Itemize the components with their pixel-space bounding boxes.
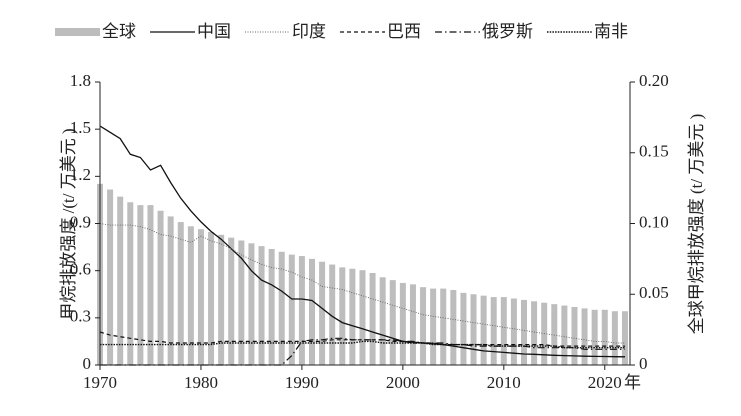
bar (339, 267, 346, 365)
y-tick-label: 0.6 (70, 260, 91, 279)
y-tick-label: 1.2 (70, 165, 91, 184)
bar (288, 254, 295, 365)
y2-tick-label: 0.10 (639, 212, 669, 231)
legend-label: 全球 (102, 22, 136, 42)
y2-tick-label: 0.15 (639, 142, 669, 161)
line (99, 223, 625, 344)
bar (218, 234, 225, 365)
bar (399, 282, 406, 365)
y2-tick-label: 0 (639, 354, 648, 373)
bar (117, 196, 124, 365)
bar (409, 284, 416, 365)
bar (258, 246, 265, 365)
x-tick-label: 1990 (285, 373, 319, 392)
legend-label: 印度 (292, 22, 326, 42)
bar (127, 202, 134, 365)
y2-axis-label: 全球甲烷排放强度 (t/ 万美元 ) (687, 114, 706, 335)
bar (480, 295, 487, 365)
y-tick-label: 1.8 (70, 71, 91, 90)
bar (147, 205, 154, 365)
y-tick-label: 0.9 (70, 212, 91, 231)
bar (500, 297, 507, 365)
x-tick-label: 2020 (588, 373, 622, 392)
legend-label: 俄罗斯 (482, 22, 533, 42)
bar (197, 229, 204, 365)
bar (329, 264, 336, 365)
bar (187, 226, 194, 365)
line (99, 125, 626, 358)
y2-tick-label: 0.05 (639, 283, 669, 302)
bar (379, 277, 386, 365)
bar (359, 270, 366, 365)
legend-swatch (55, 28, 100, 36)
bar (228, 237, 235, 365)
y-tick-label: 1.5 (70, 118, 91, 137)
bar (349, 268, 356, 365)
bar (460, 292, 467, 365)
y-tick-label: 0.3 (70, 307, 91, 326)
bar (591, 309, 598, 365)
bar (278, 251, 285, 365)
bar (450, 290, 457, 365)
y2-tick-label: 0.20 (639, 71, 669, 90)
legend-label: 南非 (594, 22, 628, 42)
x-tick-label: 2000 (386, 373, 420, 392)
x-tick-label: 1980 (184, 373, 218, 392)
bar (490, 297, 497, 365)
y-tick-label: 0 (83, 354, 92, 373)
bar (621, 311, 628, 365)
x-tick-label: 1970 (83, 373, 117, 392)
bar (611, 311, 618, 365)
line (100, 340, 625, 349)
bar (510, 298, 517, 365)
x-axis-label: 年 (624, 373, 641, 392)
bar (389, 280, 396, 365)
bar (369, 273, 376, 365)
bar (238, 240, 245, 365)
bar (268, 248, 275, 365)
bar (167, 216, 174, 365)
bar (470, 294, 477, 365)
bar (248, 243, 255, 365)
bar (561, 305, 568, 365)
bar (571, 306, 578, 365)
bar (177, 222, 184, 365)
bar (107, 189, 114, 365)
bar (551, 304, 558, 365)
bar (319, 261, 326, 365)
legend-label: 巴西 (387, 22, 421, 42)
bar (440, 288, 447, 365)
bar (581, 308, 588, 365)
bar (137, 205, 144, 365)
legend-label: 中国 (197, 22, 231, 42)
bar (601, 309, 608, 365)
y-axis-label: 甲烷排放强度 /(t/ 万美元 ) (59, 128, 78, 319)
bar (309, 258, 315, 365)
bar (208, 231, 215, 365)
bar (531, 301, 538, 365)
bar (430, 288, 437, 365)
bar (420, 287, 427, 365)
bar (298, 256, 305, 365)
x-tick-label: 2010 (487, 373, 521, 392)
bar (521, 299, 527, 365)
bar (157, 210, 164, 365)
